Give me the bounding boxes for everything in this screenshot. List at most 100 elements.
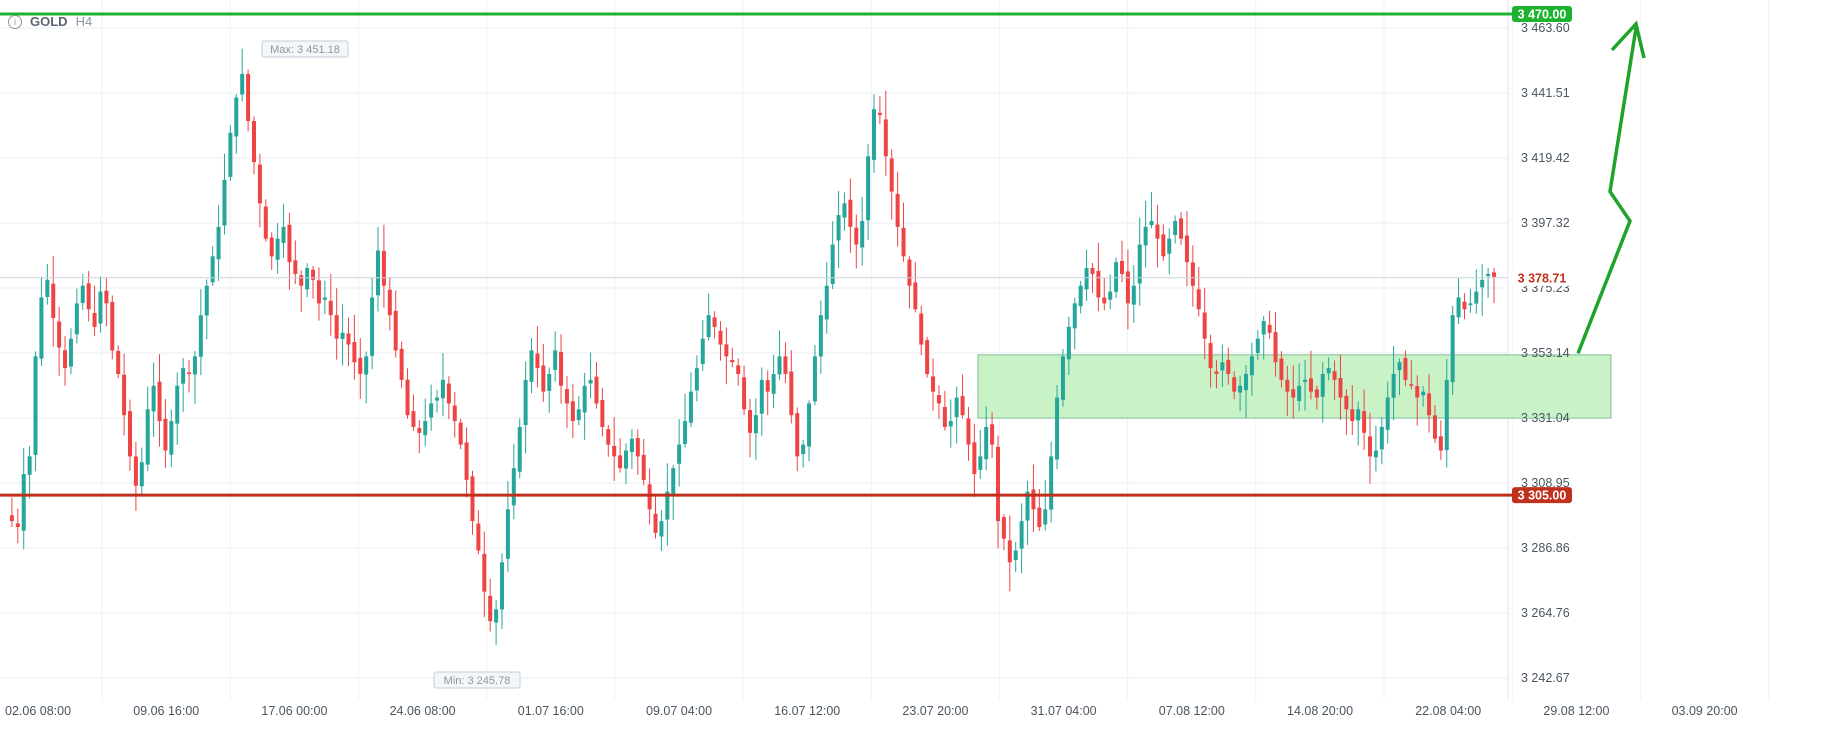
candle-body <box>1155 224 1160 239</box>
candle-body <box>1190 262 1195 286</box>
candle-body <box>57 321 62 348</box>
candle-body <box>1149 221 1154 226</box>
candle-body <box>198 315 203 357</box>
candle-body <box>1019 521 1024 549</box>
candle-body <box>1143 226 1148 246</box>
candle-body <box>801 444 806 455</box>
candle-body <box>972 442 977 475</box>
candle-body <box>511 468 516 506</box>
candle-body <box>1108 291 1113 300</box>
candle-body <box>1373 450 1378 458</box>
candle-body <box>523 379 528 425</box>
price-tags: 3 470.00 3 305.00 3 378.71 <box>1512 6 1572 504</box>
candle-body <box>541 365 546 392</box>
candle-body <box>807 403 812 447</box>
candle-body <box>765 380 770 392</box>
candle-body <box>966 418 971 445</box>
y-tick-label: 3 353.14 <box>1521 346 1570 360</box>
projection-arrowhead <box>1610 20 1646 59</box>
candle-body <box>299 275 304 286</box>
max-marker-box <box>261 40 349 58</box>
support-price-label: 3 305.00 <box>1518 489 1567 503</box>
candle-body <box>942 407 947 427</box>
candle-body <box>712 317 717 327</box>
info-icon[interactable]: i <box>8 14 22 29</box>
candle-body <box>931 376 936 392</box>
candle-body <box>488 595 493 622</box>
candle-body <box>175 385 180 424</box>
candle-body <box>1226 359 1231 374</box>
x-tick-label: 22.08 04:00 <box>1415 704 1481 718</box>
candle-body <box>405 379 410 416</box>
candle-body <box>104 290 109 304</box>
candle-body <box>795 413 800 457</box>
candle-body <box>169 421 174 455</box>
candle-body <box>494 609 499 623</box>
candle-body <box>1184 235 1189 263</box>
candle-body <box>98 291 103 324</box>
candle-body <box>1368 436 1372 457</box>
x-tick-label: 17.06 00:00 <box>261 704 327 718</box>
candle-body <box>68 338 73 367</box>
x-tick-label: 31.07 04:00 <box>1031 704 1097 718</box>
candle-body <box>257 164 262 204</box>
candle-body <box>1356 409 1361 421</box>
candle-body <box>234 97 239 137</box>
candle-body <box>21 474 26 531</box>
min-marker-label: Min: 3 245.78 <box>444 675 511 687</box>
candle-body <box>1167 238 1172 254</box>
candle-body <box>370 297 375 356</box>
candle-body <box>1125 271 1130 304</box>
candle-body <box>724 344 729 357</box>
candle-body <box>45 279 50 297</box>
candle-body <box>435 397 440 401</box>
candle-body <box>936 395 941 404</box>
candle-body <box>311 269 316 280</box>
candle-body <box>1202 312 1207 339</box>
y-tick-label: 3 419.42 <box>1521 151 1570 165</box>
candle-body <box>1078 285 1083 307</box>
candle-body <box>848 199 853 227</box>
chart-grid <box>0 0 1770 700</box>
candle-body <box>1161 234 1166 257</box>
candle-body <box>629 438 634 453</box>
candle-body <box>122 374 127 416</box>
candle-body <box>694 368 699 391</box>
candle-body <box>1244 373 1248 391</box>
x-tick-label: 16.07 12:00 <box>774 704 840 718</box>
candle-body <box>411 411 416 427</box>
candle-body <box>1285 379 1290 392</box>
candle-body <box>74 303 79 335</box>
candle-body <box>275 238 280 260</box>
candle-body <box>1350 409 1355 422</box>
candle-body <box>907 259 912 286</box>
candle-body <box>139 462 144 487</box>
candlestick-series <box>9 48 1496 645</box>
x-tick-label: 03.09 20:00 <box>1672 704 1738 718</box>
candle-body <box>759 379 764 414</box>
candle-body <box>1090 267 1095 274</box>
candle-body <box>1273 332 1278 363</box>
candle-body <box>901 227 906 257</box>
candle-body <box>1427 393 1432 416</box>
candle-body <box>470 476 475 522</box>
candle-body <box>80 285 85 303</box>
candle-body <box>948 421 953 427</box>
candle-body <box>1409 384 1414 386</box>
resistance-price-tag <box>1512 6 1572 22</box>
timeframe-label[interactable]: H4 <box>75 14 93 29</box>
x-tick-label: 02.06 08:00 <box>5 704 71 718</box>
candle-body <box>547 373 552 391</box>
candle-body <box>812 356 817 402</box>
candle-body <box>1450 315 1455 383</box>
candle-body <box>1474 291 1479 304</box>
support-price-tag <box>1512 487 1572 504</box>
candle-body <box>1261 321 1266 335</box>
time-axis[interactable]: 02.06 08:00 09.06 16:00 17.06 00:00 24.06 0… <box>5 704 1738 718</box>
candle-body <box>984 426 989 460</box>
candle-body <box>1444 379 1449 451</box>
candle-body <box>872 109 876 160</box>
candle-body <box>996 446 1000 522</box>
candle-body <box>1468 303 1473 306</box>
